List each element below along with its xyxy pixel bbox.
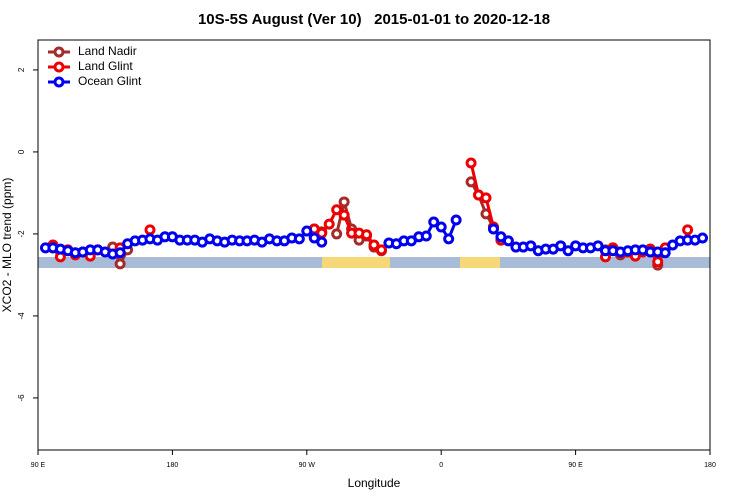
data-point — [562, 245, 574, 257]
data-point — [465, 157, 477, 169]
data-point — [420, 230, 432, 242]
legend-label: Ocean Glint — [78, 74, 142, 88]
data-point — [114, 258, 126, 270]
y-tick-label: -2 — [17, 230, 26, 238]
data-point — [502, 235, 514, 247]
x-tick-label: 0 — [439, 462, 443, 469]
chart-title: 10S-5S August (Ver 10) 2015-01-01 to 202… — [198, 11, 550, 28]
data-point — [682, 224, 694, 236]
data-point — [435, 221, 447, 233]
x-tick-label: 90 E — [568, 462, 583, 469]
land-strip — [322, 257, 390, 268]
land-strip — [460, 257, 500, 268]
x-tick-label: 90 W — [299, 462, 316, 469]
data-point — [114, 247, 126, 259]
x-axis-label: Longitude — [348, 476, 401, 490]
y-tick-label: 2 — [17, 67, 26, 72]
data-point — [338, 209, 350, 221]
plot-frame — [37, 39, 711, 451]
data-point — [525, 240, 537, 252]
data-point — [592, 240, 604, 252]
data-point — [361, 229, 373, 241]
legend-label: Land Nadir — [78, 44, 137, 58]
legend-marker — [53, 76, 65, 88]
data-point — [301, 225, 313, 237]
x-tick-label: 180 — [167, 462, 179, 469]
data-point — [465, 176, 477, 188]
x-tick-label: 180 — [704, 462, 716, 469]
data-point — [652, 256, 664, 268]
data-point — [480, 208, 492, 220]
data-point — [144, 224, 156, 236]
data-point — [487, 223, 499, 235]
data-point — [368, 239, 380, 251]
legend-marker — [53, 61, 65, 73]
data-point — [375, 244, 387, 256]
data-point — [331, 204, 343, 216]
data-point — [480, 192, 492, 204]
data-point — [316, 236, 328, 248]
legend-label: Land Glint — [78, 59, 133, 73]
y-axis-label: XCO2 - MLO trend (ppm) — [0, 178, 14, 313]
surface-strip — [38, 257, 710, 268]
data-point — [659, 247, 671, 259]
data-point — [293, 233, 305, 245]
data-point — [323, 218, 335, 230]
series-line — [52, 181, 667, 269]
y-tick-label: 0 — [17, 149, 26, 154]
data-point — [338, 196, 350, 208]
data-point — [555, 240, 567, 252]
data-point — [331, 228, 343, 240]
x-tick-label: 90 E — [31, 462, 46, 469]
legend-marker — [53, 46, 65, 58]
data-point — [450, 214, 462, 226]
data-point — [697, 232, 709, 244]
data-point — [443, 233, 455, 245]
y-tick-label: -4 — [17, 312, 26, 320]
data-point — [428, 216, 440, 228]
y-tick-label: -6 — [17, 394, 26, 402]
